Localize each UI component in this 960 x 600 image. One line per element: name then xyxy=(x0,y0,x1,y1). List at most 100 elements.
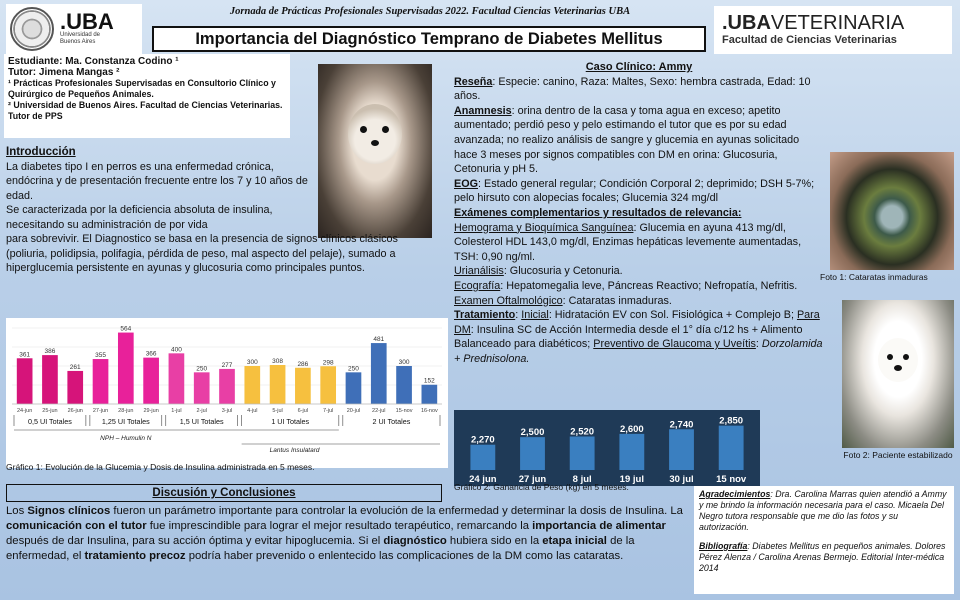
student-name: Estudiante: Ma. Constanza Codino ¹ xyxy=(8,56,179,67)
chart1-tick-label: 26-jun xyxy=(68,408,83,414)
chart1-bar xyxy=(244,366,261,404)
chart2-caption: Gráfico 2: Ganancia de Peso (kg) en 5 me… xyxy=(454,482,629,492)
acknowledgments-box: Agradecimientos: Dra. Carolina Marras qu… xyxy=(694,486,954,594)
chart1-value-label: 250 xyxy=(196,365,207,372)
chart1-caption: Gráfico 1: Evolución de la Glucemia y Do… xyxy=(6,462,315,472)
anamnesis-label: Anamnesis xyxy=(454,104,512,117)
chart1-value-label: 250 xyxy=(348,365,359,372)
chart1-bar xyxy=(370,343,387,404)
intro-p3: para sobrevivir. El Diagnostico se basa … xyxy=(6,233,398,274)
case-anamnesis: Anamnesis: orina dentro de la casa y tom… xyxy=(454,104,824,177)
chart1-bar xyxy=(421,384,438,404)
disc-b4: diagnóstico xyxy=(383,535,447,547)
chart2-tick-label: 19 jul xyxy=(620,474,644,485)
chart1-value-label: 286 xyxy=(297,361,308,368)
chart1-bar xyxy=(193,372,210,404)
eco-label: Ecografía xyxy=(454,279,501,292)
dog-photo xyxy=(318,64,432,238)
chart2-tick-label: 15 nov xyxy=(716,474,747,485)
chart1-tick-label: 20-jul xyxy=(347,408,360,414)
chart1-bar xyxy=(42,355,58,404)
chart2-bar xyxy=(470,444,496,470)
resena-label: Reseña xyxy=(454,75,493,88)
uba-veterinaria-logo: .UBAVETERINARIA Facultad de Ciencias Vet… xyxy=(714,6,952,54)
uba-seal-icon xyxy=(10,7,54,51)
oft-label: Examen Oftalmológico xyxy=(454,294,563,307)
case-eco: Ecografía: Hepatomegalia leve, Páncreas … xyxy=(454,279,824,294)
disc-t3: fue imprescindible para lograr el mejor … xyxy=(146,520,533,532)
chart1-tick-label: 28-jun xyxy=(118,408,133,414)
vet-logo-word: VETERINARIA xyxy=(770,12,905,34)
case-oft: Examen Oftalmológico: Cataratas inmadura… xyxy=(454,294,824,309)
chart2-value-label: 2,500 xyxy=(521,427,545,438)
chart2-value-label: 2,850 xyxy=(719,416,743,427)
disc-b5: etapa inicial xyxy=(542,535,607,547)
chart2-tick-label: 8 jul xyxy=(573,474,592,485)
uba-logo-word: .UBA xyxy=(60,9,114,34)
chart1-tick-label: 5-jul xyxy=(272,408,282,414)
chart2-bar xyxy=(669,429,694,470)
bib-text: : Diabetes Mellitus en pequeños animales… xyxy=(699,541,946,573)
glucemia-chart: 361 24-jun 386 25-jun 261 26-jun 355 27-jun 564 2… xyxy=(6,318,448,468)
anamnesis-text: : orina dentro de la casa y toma agua en… xyxy=(454,104,800,176)
eco-text: : Hepatomegalia leve, Páncreas Reactivo;… xyxy=(500,279,798,292)
chart1-tick-label: 22-jul xyxy=(372,408,385,414)
patient-caption: Foto 2: Paciente estabilizado xyxy=(843,450,953,460)
prev-label: Preventivo de Glaucoma y Uveítis xyxy=(593,338,756,351)
chart1-group-label: 2 UI Totales xyxy=(372,417,410,426)
patient-eye-icon xyxy=(887,354,893,360)
case-uri: Urianálisis: Glucosuria y Cetonuria. xyxy=(454,264,824,279)
glucemia-chart-svg: 361 24-jun 386 25-jun 261 26-jun 355 27-jun 564 2… xyxy=(12,326,442,454)
chart1-value-label: 298 xyxy=(323,359,334,366)
chart1-bar xyxy=(67,370,84,404)
disc-t4: después de dar Insulina, para su acción … xyxy=(6,535,384,547)
disc-t2: fueron un parámetro importante para cont… xyxy=(110,505,683,517)
case-trat: Tratamiento: Inicial: Hidratación EV con… xyxy=(454,309,823,365)
cataract-photo xyxy=(830,152,954,270)
patient-photo xyxy=(842,300,954,448)
chart2-value-label: 2,600 xyxy=(620,424,644,435)
intro-p2: Se caracterizada por la deficiencia abso… xyxy=(6,204,273,231)
weight-chart: 2,270 24 jun 2,500 27 jun 2,520 8 jul 2,600 19 … xyxy=(454,410,760,486)
dog-nose-icon xyxy=(371,140,379,146)
patient-eye-icon xyxy=(903,354,909,360)
chart1-tick-label: 25-jun xyxy=(42,408,57,414)
chart1-tick-label: 1-jul xyxy=(171,408,181,414)
chart1-bar xyxy=(168,353,185,404)
disc-t1: Los xyxy=(6,505,28,517)
disc-b1: Signos clínicos xyxy=(27,505,111,517)
chart1-group-label: 0,5 UI Totales xyxy=(28,417,72,426)
patient-nose-icon xyxy=(894,365,902,371)
hemo-text: : Glucemia en ayuna 413 mg/dl, Colestero… xyxy=(454,221,802,263)
case-title: Caso Clínico: Ammy xyxy=(585,61,693,73)
chart1-tick-label: 4-jul xyxy=(247,408,257,414)
chart2-value-label: 2,270 xyxy=(471,435,495,446)
chart1-bar xyxy=(345,372,362,404)
dm-text: : Insulina SC de Acción Intermedia desde… xyxy=(454,323,803,351)
chart1-tick-label: 2-jul xyxy=(197,408,207,414)
dog-eye-icon xyxy=(360,126,367,133)
case-eog: EOG: Estado general regular; Condición C… xyxy=(454,177,824,206)
resena-text: : Especie: canino, Raza: Maltes, Sexo: h… xyxy=(454,75,811,103)
disc-t6: de la enfermedad, el xyxy=(6,535,635,562)
chart1-tick-label: 24-jun xyxy=(17,408,32,414)
chart1-group-label: 1 UI Totales xyxy=(271,417,309,426)
trat-label: Tratamiento xyxy=(454,309,516,322)
chart1-bar xyxy=(143,357,159,404)
uri-text: : Glucosuria y Cetonuria. xyxy=(503,265,623,278)
ack-text: : Dra. Carolina Marras quien atendió a A… xyxy=(699,489,947,532)
ini-text: : Hidratación EV con Sol. Fisiológica + … xyxy=(548,309,794,322)
poster-title: Importancia del Diagnóstico Temprano de … xyxy=(152,26,706,52)
disc-b3: importancia de alimentar xyxy=(532,520,666,532)
dog-face xyxy=(348,104,402,164)
patient-face xyxy=(878,338,918,382)
hemo-label: Hemograma y Bioquímica Sanguínea xyxy=(454,221,634,234)
oft-text: : Cataratas inmaduras. xyxy=(562,294,672,307)
chart2-tick-label: 27 jun xyxy=(519,474,547,485)
chart1-bar xyxy=(320,366,337,404)
bib-label: Bibliografía xyxy=(699,541,748,551)
chart1-value-label: 361 xyxy=(19,351,30,358)
chart2-tick-label: 24 jun xyxy=(469,474,497,485)
discussion-title: Discusión y Conclusiones xyxy=(6,484,442,502)
uba-logo: .UBA Universidad de Buenos Aires xyxy=(6,4,142,54)
